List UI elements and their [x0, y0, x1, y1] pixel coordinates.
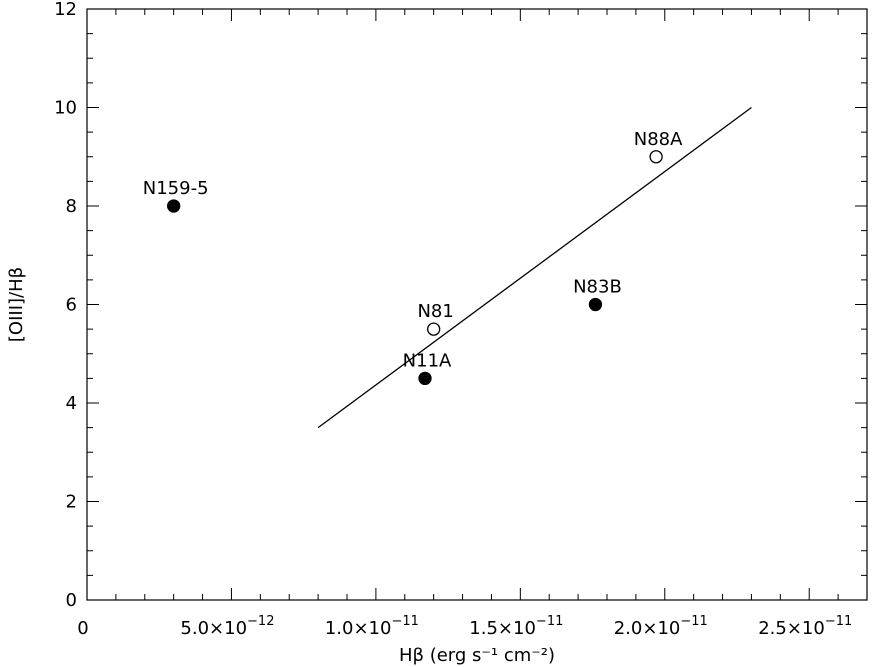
y-tick-label: 4 [66, 393, 77, 414]
point-label: N159-5 [143, 178, 209, 199]
fit-line [317, 106, 752, 429]
axis-ticks [86, 8, 868, 601]
point-label: N81 [417, 301, 453, 322]
y-tick-label: 10 [54, 98, 77, 119]
y-tick-label: 12 [54, 0, 77, 20]
x-tick-label: 0 [77, 618, 88, 639]
point-label: N83B [573, 277, 622, 298]
point-label: N11A [403, 350, 452, 371]
filled-point [418, 371, 432, 386]
y-tick-label: 6 [66, 295, 77, 316]
data-points: N159-5 N11A N81 N83B N88A [143, 129, 683, 386]
filled-point [588, 297, 603, 312]
y-tick-label: 0 [66, 590, 77, 611]
x-tick-label: 1.5×10−11 [469, 614, 563, 639]
x-tick-label: 5.0×10−12 [180, 614, 274, 639]
fit-line-group [317, 106, 752, 429]
tick-labels: 0 5.0×10−12 1.0×10−11 1.5×10−11 2.0×10−11 2.5… [54, 0, 852, 639]
x-tick-label: 2.5×10−11 [758, 614, 852, 639]
y-tick-label: 2 [66, 492, 77, 513]
x-tick-label: 2.0×10−11 [614, 614, 708, 639]
y-tick-label: 8 [66, 196, 77, 217]
open-point [649, 150, 663, 164]
y-axis-title: [OIII]/Hβ [6, 267, 27, 342]
open-point [427, 322, 441, 336]
point-label: N88A [634, 129, 683, 150]
filled-point [167, 199, 181, 213]
x-tick-label: 1.0×10−11 [325, 614, 419, 639]
x-axis-title: Hβ (erg s⁻¹ cm⁻²) [399, 645, 555, 666]
